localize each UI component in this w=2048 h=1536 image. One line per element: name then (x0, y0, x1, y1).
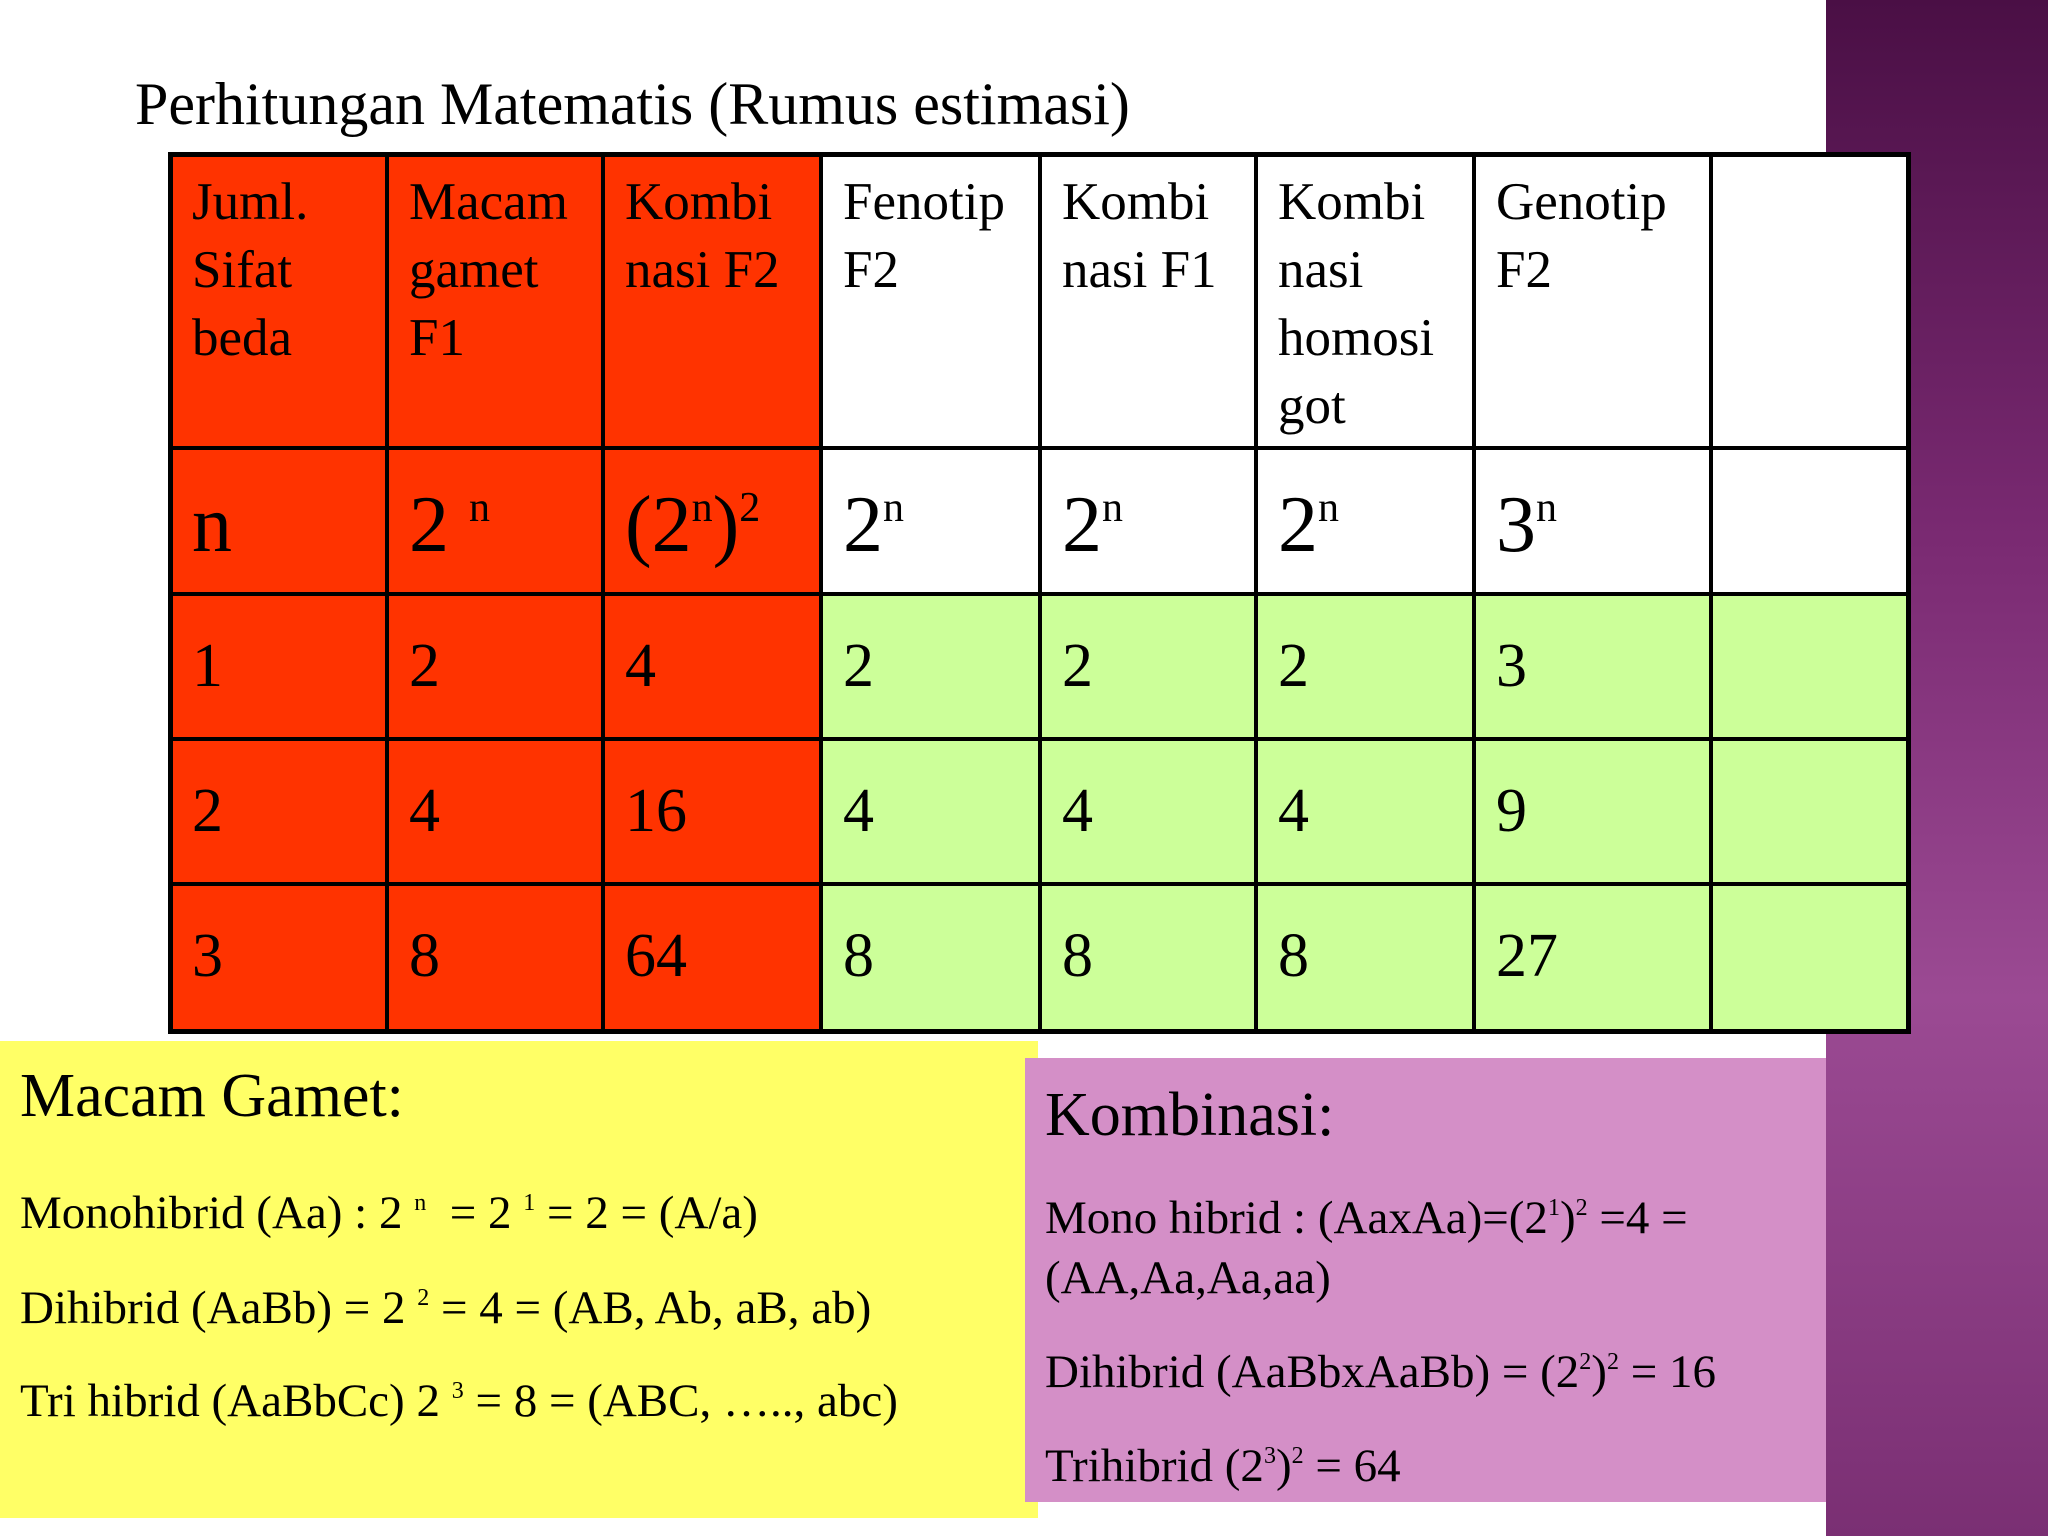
table-cell: (2n)2 (603, 448, 821, 594)
superscript: n (414, 1190, 427, 1216)
table-cell: 1 (170, 594, 387, 739)
table-cell: 4 (603, 594, 821, 739)
table-cell: Juml. Sifat beda (170, 154, 387, 448)
table-cell: 2 (821, 594, 1040, 739)
box-line: Trihibrid (23)2 = 64 (1045, 1436, 1785, 1496)
text-run: ) (1591, 1346, 1607, 1398)
table-cell: 4 (1256, 739, 1474, 884)
text-run: (2 (625, 481, 692, 569)
table-cell: 2 (1256, 594, 1474, 739)
text-run: n (192, 481, 232, 569)
box-line: Dihibrid (AaBbxAaBb) = (22)2 = 16 (1045, 1342, 1785, 1402)
superscript: 1 (1547, 1195, 1560, 1221)
table-cell: 2n (821, 448, 1040, 594)
box-heading: Macam Gamet: (20, 1062, 404, 1130)
table-cell: 64 (603, 884, 821, 1032)
text-run: Trihibrid (2 (1045, 1440, 1264, 1492)
superscript: 2 (1291, 1443, 1304, 1469)
gamet-box: Macam Gamet: Monohibrid (Aa) : 2 n = 2 1… (0, 1041, 1038, 1518)
table-cell: 2 (170, 739, 387, 884)
table-cell: Kombi nasi homosi got (1256, 154, 1474, 448)
table-cell: 4 (1040, 739, 1256, 884)
table-cell (1711, 739, 1909, 884)
table-cell: 4 (821, 739, 1040, 884)
text-run: = 64 (1303, 1440, 1401, 1492)
box-line: Dihibrid (AaBb) = 2 2 = 4 = (AB, Ab, aB,… (20, 1278, 871, 1338)
table-cell: 3 (170, 884, 387, 1032)
superscript: n (883, 485, 904, 531)
box-heading: Kombinasi: (1045, 1081, 1335, 1149)
slide-title: Perhitungan Matematis (Rumus estimasi) (135, 71, 1130, 137)
text-run: 2 (843, 481, 883, 569)
table-cell (1711, 448, 1909, 594)
table-cell: 2n (1256, 448, 1474, 594)
text-run: 2 (1278, 481, 1318, 569)
table-cell: 2 (387, 594, 603, 739)
table-cell: 3 (1474, 594, 1711, 739)
superscript: 2 (1575, 1195, 1588, 1221)
superscript: 2 (417, 1285, 430, 1311)
superscript: n (1102, 485, 1123, 531)
superscript: n (1318, 485, 1339, 531)
table-cell (1711, 594, 1909, 739)
text-run: = 4 = (AB, Ab, aB, ab) (429, 1282, 872, 1334)
table-cell: 2 (1040, 594, 1256, 739)
text-run: = 16 (1618, 1346, 1716, 1398)
superscript: 3 (451, 1378, 464, 1404)
text-run: 3 (1496, 481, 1536, 569)
table-cell (1711, 884, 1909, 1032)
superscript: 2 (1606, 1349, 1619, 1375)
table-cell: 2n (1040, 448, 1256, 594)
table-cell: Kombi nasi F2 (603, 154, 821, 448)
text-run: ) (712, 481, 740, 569)
table-cell: 8 (387, 884, 603, 1032)
superscript: 3 (1263, 1443, 1276, 1469)
box-line: Tri hibrid (AaBbCc) 2 3 = 8 = (ABC, …..,… (20, 1371, 898, 1431)
table-cell: Macam gamet F1 (387, 154, 603, 448)
table-cell: n (170, 448, 387, 594)
table-cell: 2 n (387, 448, 603, 594)
text-run: = 2 = (A/a) (535, 1187, 758, 1239)
table-cell: Kombi nasi F1 (1040, 154, 1256, 448)
text-run: ) (1275, 1440, 1292, 1492)
superscript: 2 (1579, 1349, 1592, 1375)
table-cell: Genotip F2 (1474, 154, 1711, 448)
table-cell: 27 (1474, 884, 1711, 1032)
text-run: Dihibrid (AaBb) = 2 (20, 1282, 418, 1334)
text-run: Tri hibrid (AaBbCc) 2 (20, 1375, 452, 1427)
table-cell (1711, 154, 1909, 448)
text-run: = 8 = (ABC, ….., abc) (463, 1375, 898, 1427)
superscript: 1 (523, 1190, 536, 1216)
text-run: 2 (409, 481, 469, 569)
table-cell: 8 (1256, 884, 1474, 1032)
superscript: 2 (739, 485, 761, 531)
box-line: Mono hibrid : (AaxAa)=(21)2 =4 = (AA,Aa,… (1045, 1188, 1785, 1308)
superscript: n (1536, 485, 1557, 531)
text-run: = 2 (426, 1187, 524, 1239)
text-run: Dihibrid (AaBbxAaBb) = (2 (1045, 1346, 1580, 1398)
text-run: 2 (1062, 481, 1102, 569)
table-cell: 4 (387, 739, 603, 884)
superscript: n (691, 485, 713, 531)
table-cell: 3n (1474, 448, 1711, 594)
text-run: Mono hibrid : (AaxAa)=(2 (1045, 1192, 1548, 1244)
box-line: Monohibrid (Aa) : 2 n = 2 1 = 2 = (A/a) (20, 1183, 758, 1243)
text-run: =4 = (AA,Aa,Aa,aa) (1045, 1192, 1688, 1304)
kombinasi-box: Kombinasi: Mono hibrid : (AaxAa)=(21)2 =… (1025, 1058, 1826, 1502)
table-cell: 9 (1474, 739, 1711, 884)
table-cell: Fenotip F2 (821, 154, 1040, 448)
text-run: ) (1559, 1192, 1576, 1244)
table-cell: 8 (821, 884, 1040, 1032)
superscript: n (469, 485, 490, 531)
text-run: Monohibrid (Aa) : 2 (20, 1187, 415, 1239)
table-cell: 8 (1040, 884, 1256, 1032)
table-cell: 16 (603, 739, 821, 884)
